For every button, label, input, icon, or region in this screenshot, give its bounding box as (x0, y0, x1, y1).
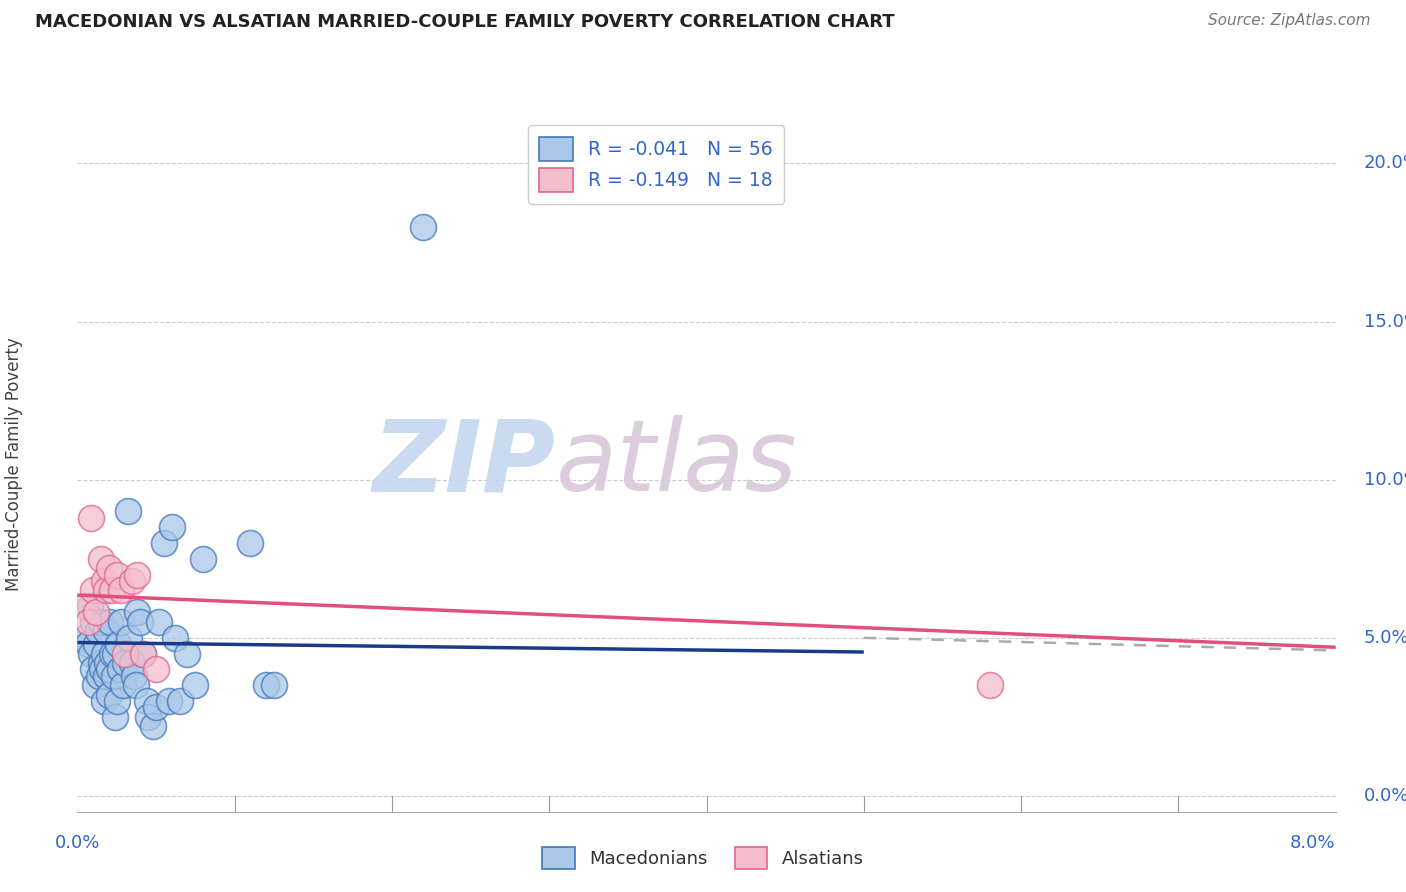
Point (82, 615, 104, 629)
Point (110, 615, 132, 629)
Point (163, 631, 186, 645)
Point (107, 637, 129, 651)
Point (105, 694, 128, 708)
Point (89, 669, 111, 683)
Point (93, 694, 115, 708)
Point (142, 719, 165, 733)
Point (82, 583, 104, 598)
Point (94, 624, 117, 639)
Point (77, 615, 100, 629)
Point (98, 615, 121, 629)
Text: 20.0%: 20.0% (1364, 154, 1406, 172)
Point (114, 647, 136, 661)
Point (97, 688, 120, 702)
Point (75, 631, 97, 645)
Point (83, 678, 105, 692)
Point (90, 615, 112, 629)
Point (97, 561, 120, 575)
Point (145, 700, 167, 714)
Point (105, 567, 128, 582)
Point (117, 504, 139, 518)
Point (110, 583, 132, 598)
Point (111, 678, 134, 692)
Point (169, 694, 191, 708)
Point (124, 678, 146, 692)
Point (121, 656, 143, 670)
Legend: R = -0.041   N = 56, R = -0.149   N = 18: R = -0.041 N = 56, R = -0.149 N = 18 (529, 126, 785, 203)
Text: 15.0%: 15.0% (1364, 312, 1406, 331)
Point (91, 662, 114, 676)
Point (160, 520, 183, 534)
Point (94, 583, 117, 598)
Text: 5.0%: 5.0% (1364, 629, 1406, 647)
Text: Source: ZipAtlas.com: Source: ZipAtlas.com (1208, 13, 1371, 29)
Point (90, 656, 112, 670)
Point (157, 694, 180, 708)
Point (145, 662, 167, 676)
Point (263, 678, 285, 692)
Point (104, 647, 127, 661)
Point (90, 551, 112, 566)
Point (101, 583, 124, 598)
Point (93, 647, 115, 661)
Point (129, 615, 152, 629)
Point (239, 536, 262, 550)
Point (97, 662, 120, 676)
Point (77, 637, 100, 651)
Text: 8.0%: 8.0% (1291, 834, 1336, 852)
Text: Married-Couple Family Poverty: Married-Couple Family Poverty (6, 337, 24, 591)
Point (135, 694, 157, 708)
Point (108, 662, 131, 676)
Text: 10.0%: 10.0% (1364, 471, 1406, 489)
Point (184, 678, 207, 692)
Point (176, 647, 198, 661)
Point (96, 656, 118, 670)
Text: ZIP: ZIP (373, 416, 555, 512)
Point (127, 606, 149, 620)
Point (412, 219, 434, 234)
Point (104, 710, 127, 724)
Point (153, 536, 176, 550)
Text: atlas: atlas (555, 416, 797, 512)
Point (84, 637, 107, 651)
Point (114, 656, 136, 670)
Point (79, 599, 101, 614)
Point (82, 662, 104, 676)
Point (75, 599, 97, 614)
Point (979, 678, 1001, 692)
Point (254, 678, 277, 692)
Point (118, 631, 141, 645)
Point (84, 606, 107, 620)
Point (80, 647, 103, 661)
Point (94, 669, 117, 683)
Point (93, 574, 115, 588)
Point (191, 551, 215, 566)
Point (87, 624, 110, 639)
Text: 0.0%: 0.0% (1364, 787, 1406, 805)
Point (121, 574, 143, 588)
Point (122, 669, 145, 683)
Point (148, 615, 170, 629)
Point (127, 567, 149, 582)
Point (136, 710, 159, 724)
Text: 0.0%: 0.0% (55, 834, 100, 852)
Point (101, 647, 124, 661)
Legend: Macedonians, Alsatians: Macedonians, Alsatians (533, 838, 873, 879)
Point (132, 647, 155, 661)
Point (103, 669, 125, 683)
Point (80, 510, 103, 524)
Point (132, 647, 155, 661)
Text: MACEDONIAN VS ALSATIAN MARRIED-COUPLE FAMILY POVERTY CORRELATION CHART: MACEDONIAN VS ALSATIAN MARRIED-COUPLE FA… (35, 13, 894, 31)
